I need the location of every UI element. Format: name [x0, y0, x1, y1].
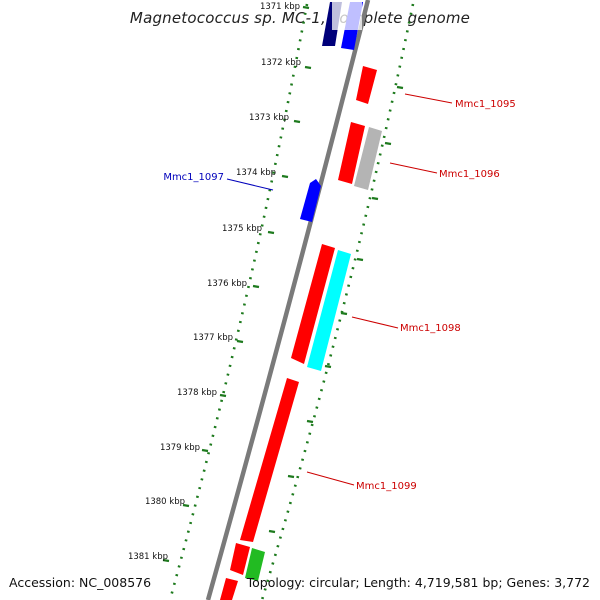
accession-label: Accession: NC_008576 — [9, 575, 152, 590]
left-ruler — [168, 3, 309, 600]
forward-genes — [220, 0, 382, 600]
kbp-labels: 1371 kbp 1372 kbp 1373 kbp 1374 kbp 1375… — [128, 2, 301, 562]
genome-backbone — [205, 0, 371, 600]
gene-small-red — [230, 543, 250, 575]
gene-gray — [354, 127, 382, 190]
kbp-label: 1376 kbp — [207, 279, 247, 289]
kbp-label: 1381 kbp — [128, 552, 168, 562]
gene-1098 — [291, 244, 335, 364]
gene-name-labels: Mmc1_1095 Mmc1_1096 Mmc1_1097 Mmc1_1098 … — [163, 99, 515, 492]
kbp-label: 1372 kbp — [261, 58, 301, 68]
topology-label: Topology: circular; Length: 4,719,581 bp… — [246, 575, 590, 590]
kbp-label: 1375 kbp — [222, 224, 262, 234]
gene-green — [245, 548, 265, 581]
kbp-label: 1374 kbp — [236, 168, 276, 178]
kbp-label: 1377 kbp — [193, 333, 233, 343]
callout-lines — [226, 93, 453, 486]
gene-1097 — [300, 179, 321, 222]
kbp-label: 1371 kbp — [260, 2, 300, 12]
gene-label-1097: Mmc1_1097 — [163, 172, 224, 183]
gene-label-1098: Mmc1_1098 — [400, 323, 461, 334]
gene-1096 — [338, 122, 365, 184]
gene-1095 — [356, 66, 377, 104]
gene-label-1096: Mmc1_1096 — [439, 169, 500, 180]
kbp-label: 1373 kbp — [249, 113, 289, 123]
left-ruler-ticks — [162, 5, 312, 563]
gene-label-1095: Mmc1_1095 — [455, 99, 516, 110]
kbp-label: 1378 kbp — [177, 388, 217, 398]
gene-bottom-red — [220, 578, 238, 600]
gene-label-1099: Mmc1_1099 — [356, 481, 417, 492]
gene-top-highlight — [332, 0, 362, 30]
right-ruler-ticks — [268, 85, 404, 534]
gene-cyan — [307, 250, 351, 371]
map-title: Magnetococcus sp. MC-1, complete genome — [129, 9, 471, 27]
gene-1099 — [240, 378, 299, 542]
kbp-label: 1380 kbp — [145, 497, 185, 507]
kbp-label: 1379 kbp — [160, 443, 200, 453]
